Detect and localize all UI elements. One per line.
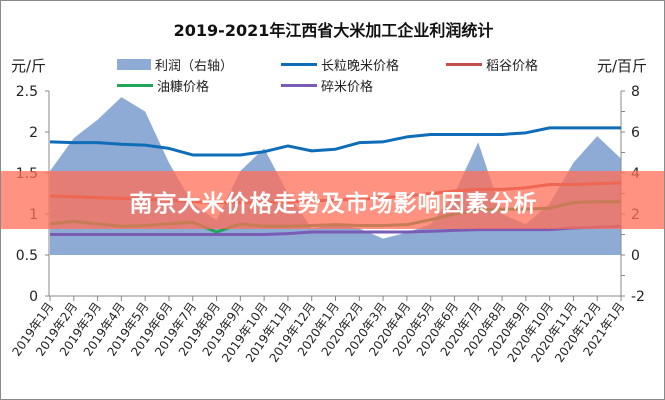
legend-item-profit: 利润（右轴） bbox=[117, 55, 233, 74]
left-tick-label: 0.5 bbox=[16, 248, 38, 264]
right-tick-label: 8 bbox=[631, 84, 640, 100]
legend-label: 长粒晚米价格 bbox=[321, 59, 400, 74]
banner-title: 南京大米价格走势及市场影响因素分析 bbox=[129, 191, 538, 217]
left-tick-label: 0 bbox=[29, 289, 38, 305]
overlay-banner bbox=[1, 171, 664, 229]
legend-swatch bbox=[281, 63, 317, 66]
legend-item-broken-rice: 碎米价格 bbox=[281, 76, 373, 95]
left-tick-label: 2 bbox=[29, 125, 38, 141]
right-tick-label: 6 bbox=[631, 125, 640, 141]
legend-label: 碎米价格 bbox=[321, 80, 374, 95]
legend-label: 稻谷价格 bbox=[486, 59, 539, 74]
legend-swatch bbox=[117, 59, 151, 70]
legend-swatch bbox=[117, 84, 153, 87]
legend-swatch bbox=[446, 63, 482, 66]
left-axis-unit: 元/斤 bbox=[11, 57, 47, 75]
legend-item-long-grain: 长粒晚米价格 bbox=[281, 55, 399, 74]
series-line-4 bbox=[50, 224, 622, 236]
chart-title: 2019-2021年江西省大米加工企业利润统计 bbox=[173, 21, 494, 40]
left-tick-label: 2.5 bbox=[16, 84, 38, 100]
legend-item-bran: 油糠价格 bbox=[117, 76, 209, 95]
legend-label: 油糠价格 bbox=[157, 80, 210, 95]
right-tick-label: -2 bbox=[631, 289, 645, 305]
legend-swatch bbox=[281, 84, 317, 87]
right-axis-unit: 元/百斤 bbox=[597, 57, 648, 75]
right-tick-label: 0 bbox=[631, 248, 640, 264]
legend-item-paddy: 稻谷价格 bbox=[446, 55, 538, 74]
legend-label: 利润（右轴） bbox=[155, 59, 234, 74]
series-line-1 bbox=[49, 126, 621, 157]
